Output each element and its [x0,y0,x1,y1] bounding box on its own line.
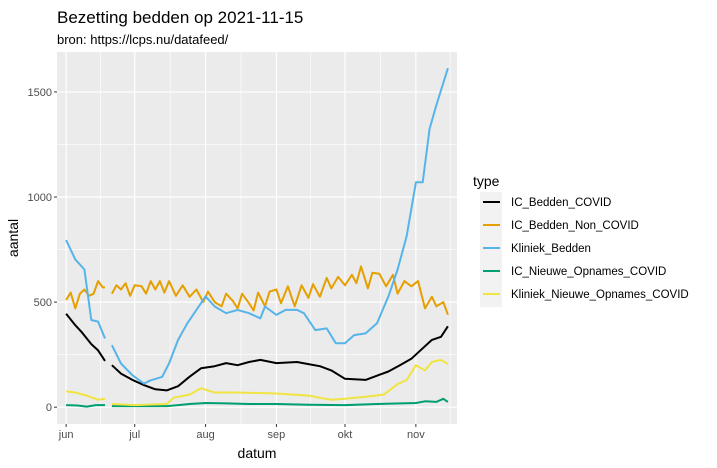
series-line-kliniek-bedden [65,67,449,385]
legend-label: IC_Bedden_COVID [511,197,611,209]
series-line-kliniek-nieuwe-opnames-covid [65,358,449,407]
x-axis-label: datum [238,445,277,461]
legend-title: type [473,173,500,189]
legend-key-background [480,192,502,307]
x-tick-label: jun [58,429,74,441]
series-line-ic-nieuwe-opnames-covid [66,397,449,408]
x-tick-label: aug [196,429,214,441]
y-tick-label: 500 [34,297,52,309]
legend-label: Kliniek_Nieuwe_Opnames_COVID [511,289,689,301]
legend-label: IC_Bedden_Non_COVID [511,220,639,232]
x-tick-label: jul [128,429,140,441]
series-line-ic-bedden-covid [65,313,449,392]
y-tick-label: 0 [46,402,52,414]
legend-label: IC_Nieuwe_Opnames_COVID [511,266,666,278]
y-tick-label: 1500 [28,87,52,99]
chart-title: Bezetting bedden op 2021-11-15 [57,8,304,27]
x-tick-label: okt [338,429,353,441]
x-tick-label: sep [268,429,286,441]
legend-label: Kliniek_Bedden [511,243,591,255]
chart-subtitle: bron: https://lcps.nu/datafeed/ [57,32,229,47]
x-tick-label: nov [407,429,425,441]
y-axis-label: aantal [5,219,21,257]
plot-panel [57,52,457,424]
y-tick-label: 1000 [28,192,52,204]
